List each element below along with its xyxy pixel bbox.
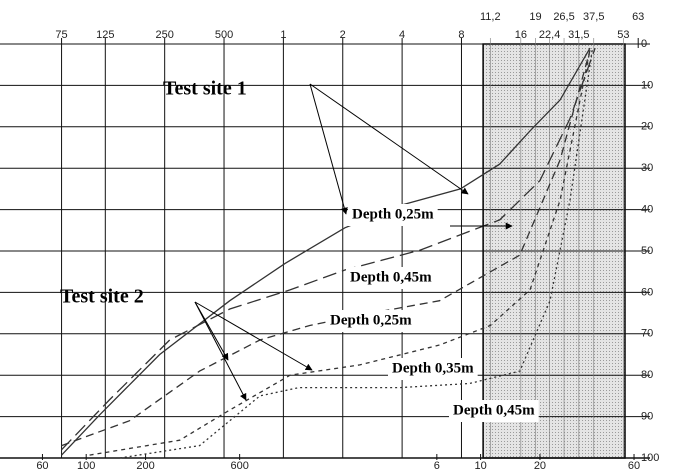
annotation: Test site 2 [60,286,144,308]
y-tick-label: 20 [641,121,653,133]
annotation: Test site 1 [163,78,247,100]
arrow [309,83,348,215]
x2-tick-label: 20 [534,460,546,472]
x-tick-label: 37,5 [583,11,604,23]
y-tick-label: 40 [641,204,653,216]
x-tick-label: 125 [96,29,114,41]
series-line [89,50,591,456]
arrows [194,83,513,401]
y-tick-label: 60 [641,286,653,298]
x-tick-label: 19 [529,11,541,23]
x-tick-label: 250 [155,29,173,41]
series-label: Depth 0,25m [330,312,412,328]
label-box [449,400,539,422]
label-box [346,267,436,289]
x-tick-label: 8 [458,29,464,41]
x2-tick-label: 100 [77,460,95,472]
x-tick-label: 22,4 [539,29,560,41]
x2-tick-label: 60 [628,460,640,472]
x-tick-label: 500 [215,29,233,41]
label-box [348,204,438,226]
x-tick-label: 2 [340,29,346,41]
x-tick-label: 4 [399,29,405,41]
grid-layer [0,38,650,460]
x-tick-label: 31,5 [568,29,589,41]
x-tick-label: 63 [632,11,644,23]
x-tick-label: 26,5 [553,11,574,23]
x-tick-label: 53 [617,29,629,41]
x-tick-label: 75 [55,29,67,41]
series-label: Depth 0,45m [350,269,432,285]
x-tick-label: 11,2 [480,11,501,23]
y-tick-label: 10 [641,79,653,91]
label-layer: 0 10 20 30 40 50 60 70 80 90 100 75 125 250 500 1 2 4 8 11,… [36,11,659,472]
series-label: Depth 0,25m [352,206,434,222]
arrow [194,301,313,371]
y-tick-label: 90 [641,411,653,423]
y-tick-label: 50 [641,245,653,257]
arrow [309,83,469,195]
series-label: Depth 0,35m [392,360,474,376]
x-tick-label: 16 [515,29,527,41]
y-tick-label: 0 [641,38,647,50]
y-tick-label: 70 [641,328,653,340]
x-tick-label: 1 [280,29,286,41]
y-tick-label: 30 [641,162,653,174]
label-box [388,358,478,380]
series-label: Depth 0,45m [453,402,535,418]
label-box [326,310,416,332]
x2-tick-label: 600 [230,460,248,472]
x2-tick-label: 200 [136,460,154,472]
x2-tick-label: 6 [434,460,440,472]
y-tick-label: 80 [641,369,653,381]
x2-tick-label: 10 [474,460,486,472]
series-line [61,47,596,451]
y-tick-label: 100 [641,452,659,464]
arrow [194,301,247,401]
x2-tick-label: 60 [36,460,48,472]
